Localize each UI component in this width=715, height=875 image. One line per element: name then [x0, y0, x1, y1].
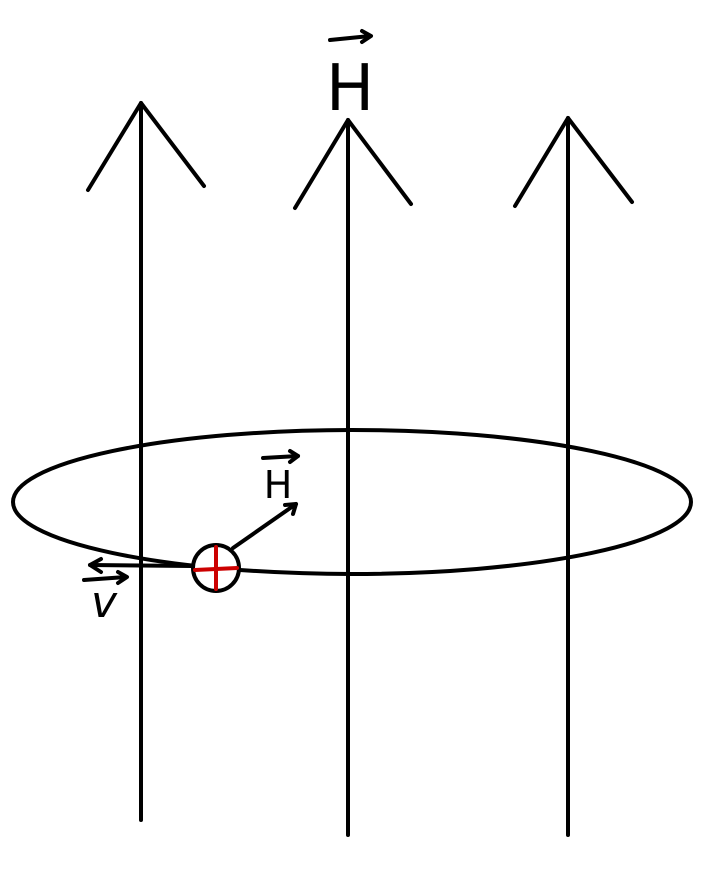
field-label: H — [326, 52, 374, 126]
orbit-ellipse — [11, 428, 693, 576]
local-field-vector — [231, 502, 298, 550]
field-line-center — [293, 118, 413, 837]
field-label-group: H — [326, 29, 374, 126]
velocity-label: v — [91, 577, 118, 628]
velocity-vector — [88, 557, 194, 574]
velocity-label-group: v — [82, 570, 129, 628]
local-field-label-group: H — [261, 449, 300, 507]
local-field-label: H — [264, 463, 293, 507]
field-line-right — [513, 116, 634, 837]
field-line-left — [86, 101, 206, 822]
positive-charge-icon — [191, 543, 241, 593]
